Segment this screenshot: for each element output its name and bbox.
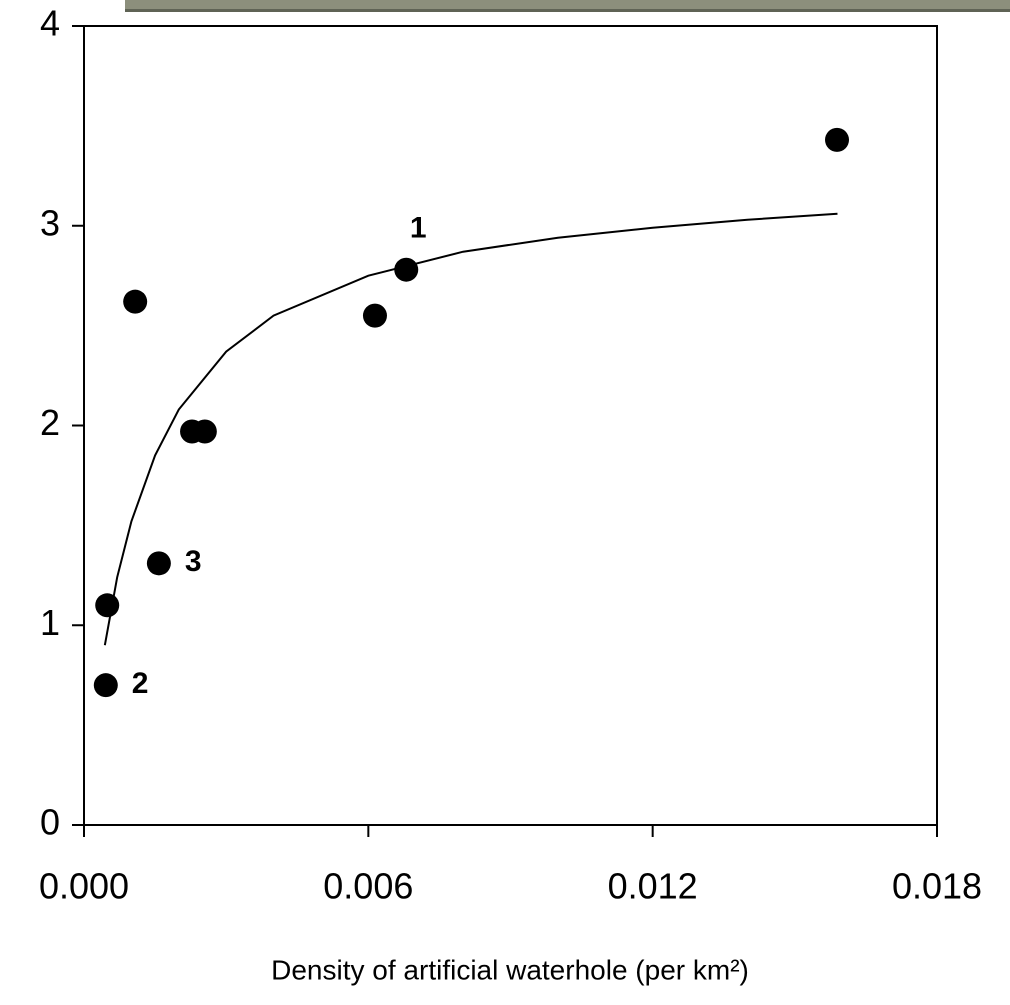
photo-strip-edge (125, 9, 1010, 12)
x-axis-label: Density of artificial waterhole (per km²… (271, 954, 749, 985)
data-point (146, 551, 171, 576)
data-point (95, 593, 120, 618)
x-tick-label: 0.006 (323, 866, 413, 907)
y-tick-label: 0 (40, 802, 60, 843)
fit-curve (103, 212, 838, 646)
x-tick-label: 0.000 (39, 866, 129, 907)
point-label: 2 (132, 667, 149, 700)
y-tick-label: 1 (40, 602, 60, 643)
data-point (123, 289, 148, 314)
x-tick-label: 0.012 (608, 866, 698, 907)
data-point (825, 127, 850, 152)
y-tick-label: 3 (40, 202, 60, 243)
data-point (93, 673, 118, 698)
y-tick-label: 4 (40, 3, 60, 44)
point-label: 1 (410, 212, 427, 245)
data-point (362, 303, 387, 328)
data-point (192, 419, 217, 444)
y-tick-label: 2 (40, 402, 60, 443)
point-label: 3 (185, 545, 202, 578)
x-tick-label: 0.018 (892, 866, 982, 907)
data-point (394, 257, 419, 282)
